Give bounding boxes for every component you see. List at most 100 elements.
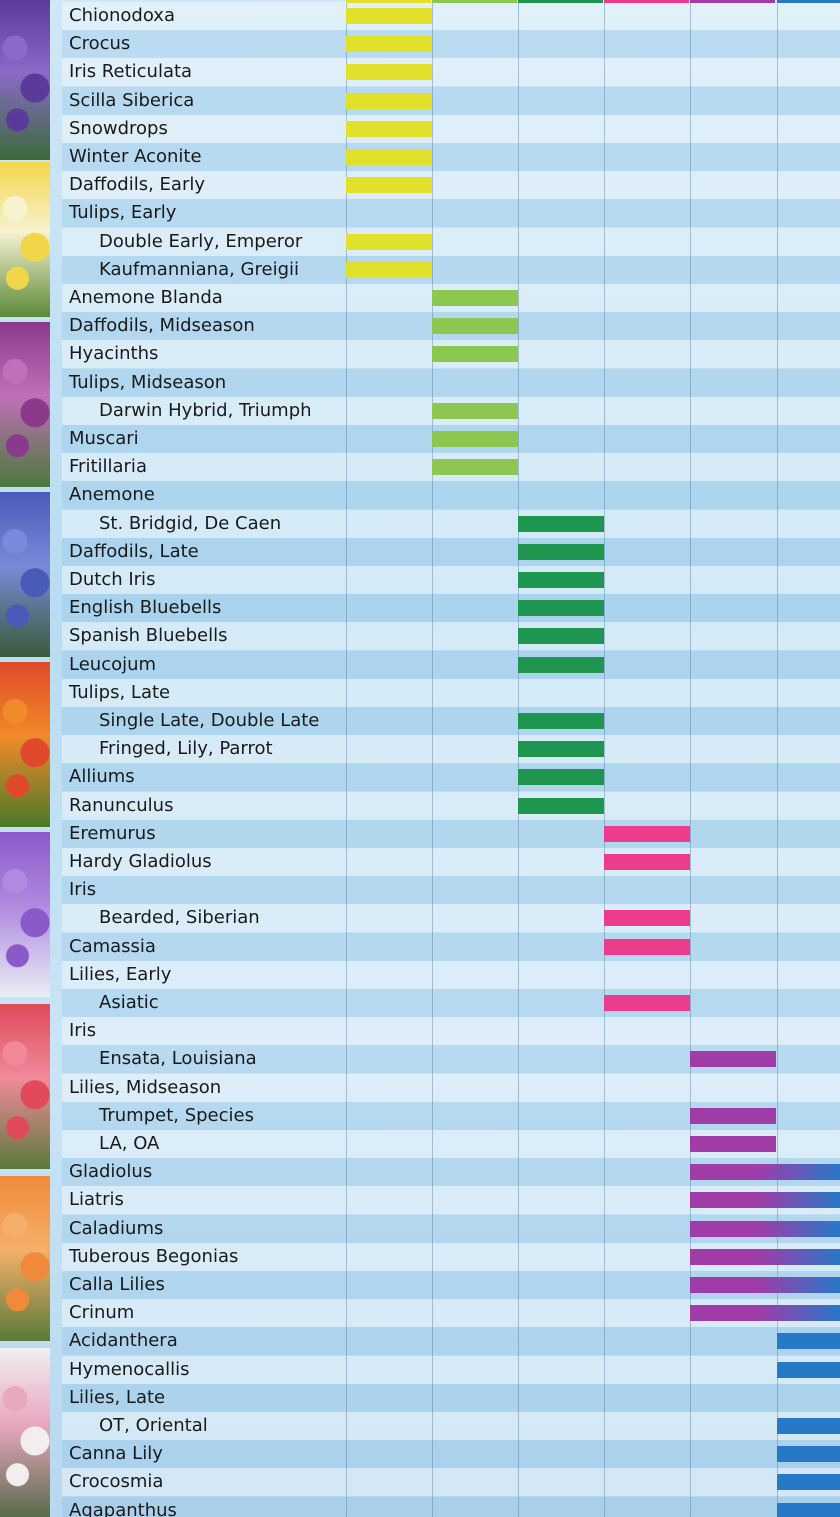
bloom-bar (346, 92, 432, 109)
row-label: Anemone Blanda (69, 287, 223, 308)
bloom-bar (690, 1305, 840, 1322)
bloom-bar (346, 233, 432, 250)
purple-iris-photo (0, 0, 50, 160)
bloom-bar (690, 1248, 840, 1265)
bloom-bar (690, 1164, 840, 1181)
grid-line (346, 0, 347, 1517)
table-row (62, 819, 840, 848)
column-header-strip (432, 0, 517, 3)
bloom-bar (432, 402, 518, 419)
row-label: Double Early, Emperor (99, 230, 303, 252)
row-label: Dutch Iris (69, 569, 156, 590)
table-row (62, 763, 840, 792)
table-row (62, 791, 840, 820)
red-tulip-photo (0, 662, 50, 827)
bloom-bar (346, 261, 432, 278)
table-row (62, 1468, 840, 1497)
bloom-bar (518, 543, 604, 560)
row-label: Iris Reticulata (69, 61, 193, 83)
row-label: St. Bridgid, De Caen (99, 512, 282, 534)
table-row (62, 1073, 840, 1102)
row-label: Agapanthus (69, 1499, 177, 1517)
row-label: Snowdrops (69, 117, 168, 139)
row-label: LA, OA (99, 1133, 160, 1154)
row-label: Anemone (69, 484, 155, 506)
row-label: Fringed, Lily, Parrot (99, 738, 273, 760)
table-row (62, 537, 840, 566)
row-label: Spanish Bluebells (69, 625, 228, 647)
row-label: English Bluebells (69, 597, 222, 619)
row-label: OT, Oriental (99, 1415, 208, 1436)
allium-photo (0, 832, 50, 997)
bloom-bar (432, 290, 518, 306)
table-row (62, 171, 840, 200)
bloom-bar (518, 515, 604, 532)
row-label: Asiatic (99, 992, 159, 1013)
table-row (62, 650, 840, 679)
table-row (62, 960, 840, 989)
bluebell-photo (0, 492, 50, 657)
bloom-bar (346, 8, 432, 24)
row-label: Liatris (69, 1189, 124, 1211)
row-label: Alliums (69, 766, 135, 788)
row-label: Gladiolus (69, 1161, 153, 1183)
bloom-bar (432, 459, 518, 476)
row-label: Muscari (69, 428, 139, 449)
column-header-strip (604, 0, 689, 3)
bloom-bar (604, 938, 690, 955)
row-label: Single Late, Double Late (99, 710, 320, 731)
row-label: Hyacinths (69, 343, 159, 365)
row-label: Hardy Gladiolus (69, 851, 212, 872)
bloom-bar (518, 656, 604, 673)
row-label: Hymenocallis (69, 1358, 190, 1380)
bloom-bar (346, 36, 432, 53)
purple-tulip-photo (0, 322, 50, 487)
row-label: Lilies, Late (69, 1386, 166, 1408)
row-label: Fritillaria (69, 456, 147, 478)
row-label: Crinum (69, 1302, 135, 1324)
bloom-bar (604, 854, 690, 870)
grid-line (518, 0, 519, 1517)
bloom-bar (777, 1502, 840, 1517)
table-row (62, 1017, 840, 1046)
row-label: Tulips, Midseason (69, 371, 227, 393)
bloom-bar (518, 600, 604, 617)
table-row (62, 1355, 840, 1384)
grid-line (690, 0, 691, 1517)
row-label: Lilies, Midseason (69, 1076, 222, 1098)
row-label: Iris (69, 1020, 97, 1042)
table-row (62, 481, 840, 510)
row-label: Caladiums (69, 1217, 164, 1239)
table-row (62, 509, 840, 538)
table-row (62, 30, 840, 59)
bloom-bar (346, 120, 432, 137)
table-row (62, 989, 840, 1017)
bloom-bar (777, 1474, 840, 1491)
row-label: Winter Aconite (69, 146, 202, 167)
column-header-strip (777, 0, 840, 3)
grid-line (604, 0, 605, 1517)
table-row (62, 199, 840, 228)
row-label: Kaufmanniana, Greigii (99, 258, 300, 280)
table-row (62, 1383, 840, 1412)
row-label: Tulips, Late (69, 681, 171, 703)
table-row (62, 368, 840, 397)
bloom-bar (518, 797, 604, 814)
dahlia-photo (0, 1004, 50, 1169)
table-row (62, 848, 840, 876)
column-header-strip (346, 0, 431, 3)
table-row (62, 86, 840, 115)
white-flower-photo (0, 1348, 50, 1517)
row-label: Acidanthera (69, 1330, 178, 1352)
row-label: Canna Lily (69, 1443, 163, 1465)
bloom-bar (604, 910, 690, 927)
row-label: Chionodoxa (69, 5, 175, 26)
column-header-strip (518, 0, 603, 3)
row-label: Daffodils, Midseason (69, 315, 255, 337)
row-label: Lilies, Early (69, 963, 172, 985)
row-label: Darwin Hybrid, Triumph (99, 399, 312, 421)
row-label: Crocosmia (69, 1471, 164, 1493)
row-label: Tulips, Early (69, 202, 177, 224)
row-label: Bearded, Siberian (99, 907, 260, 929)
